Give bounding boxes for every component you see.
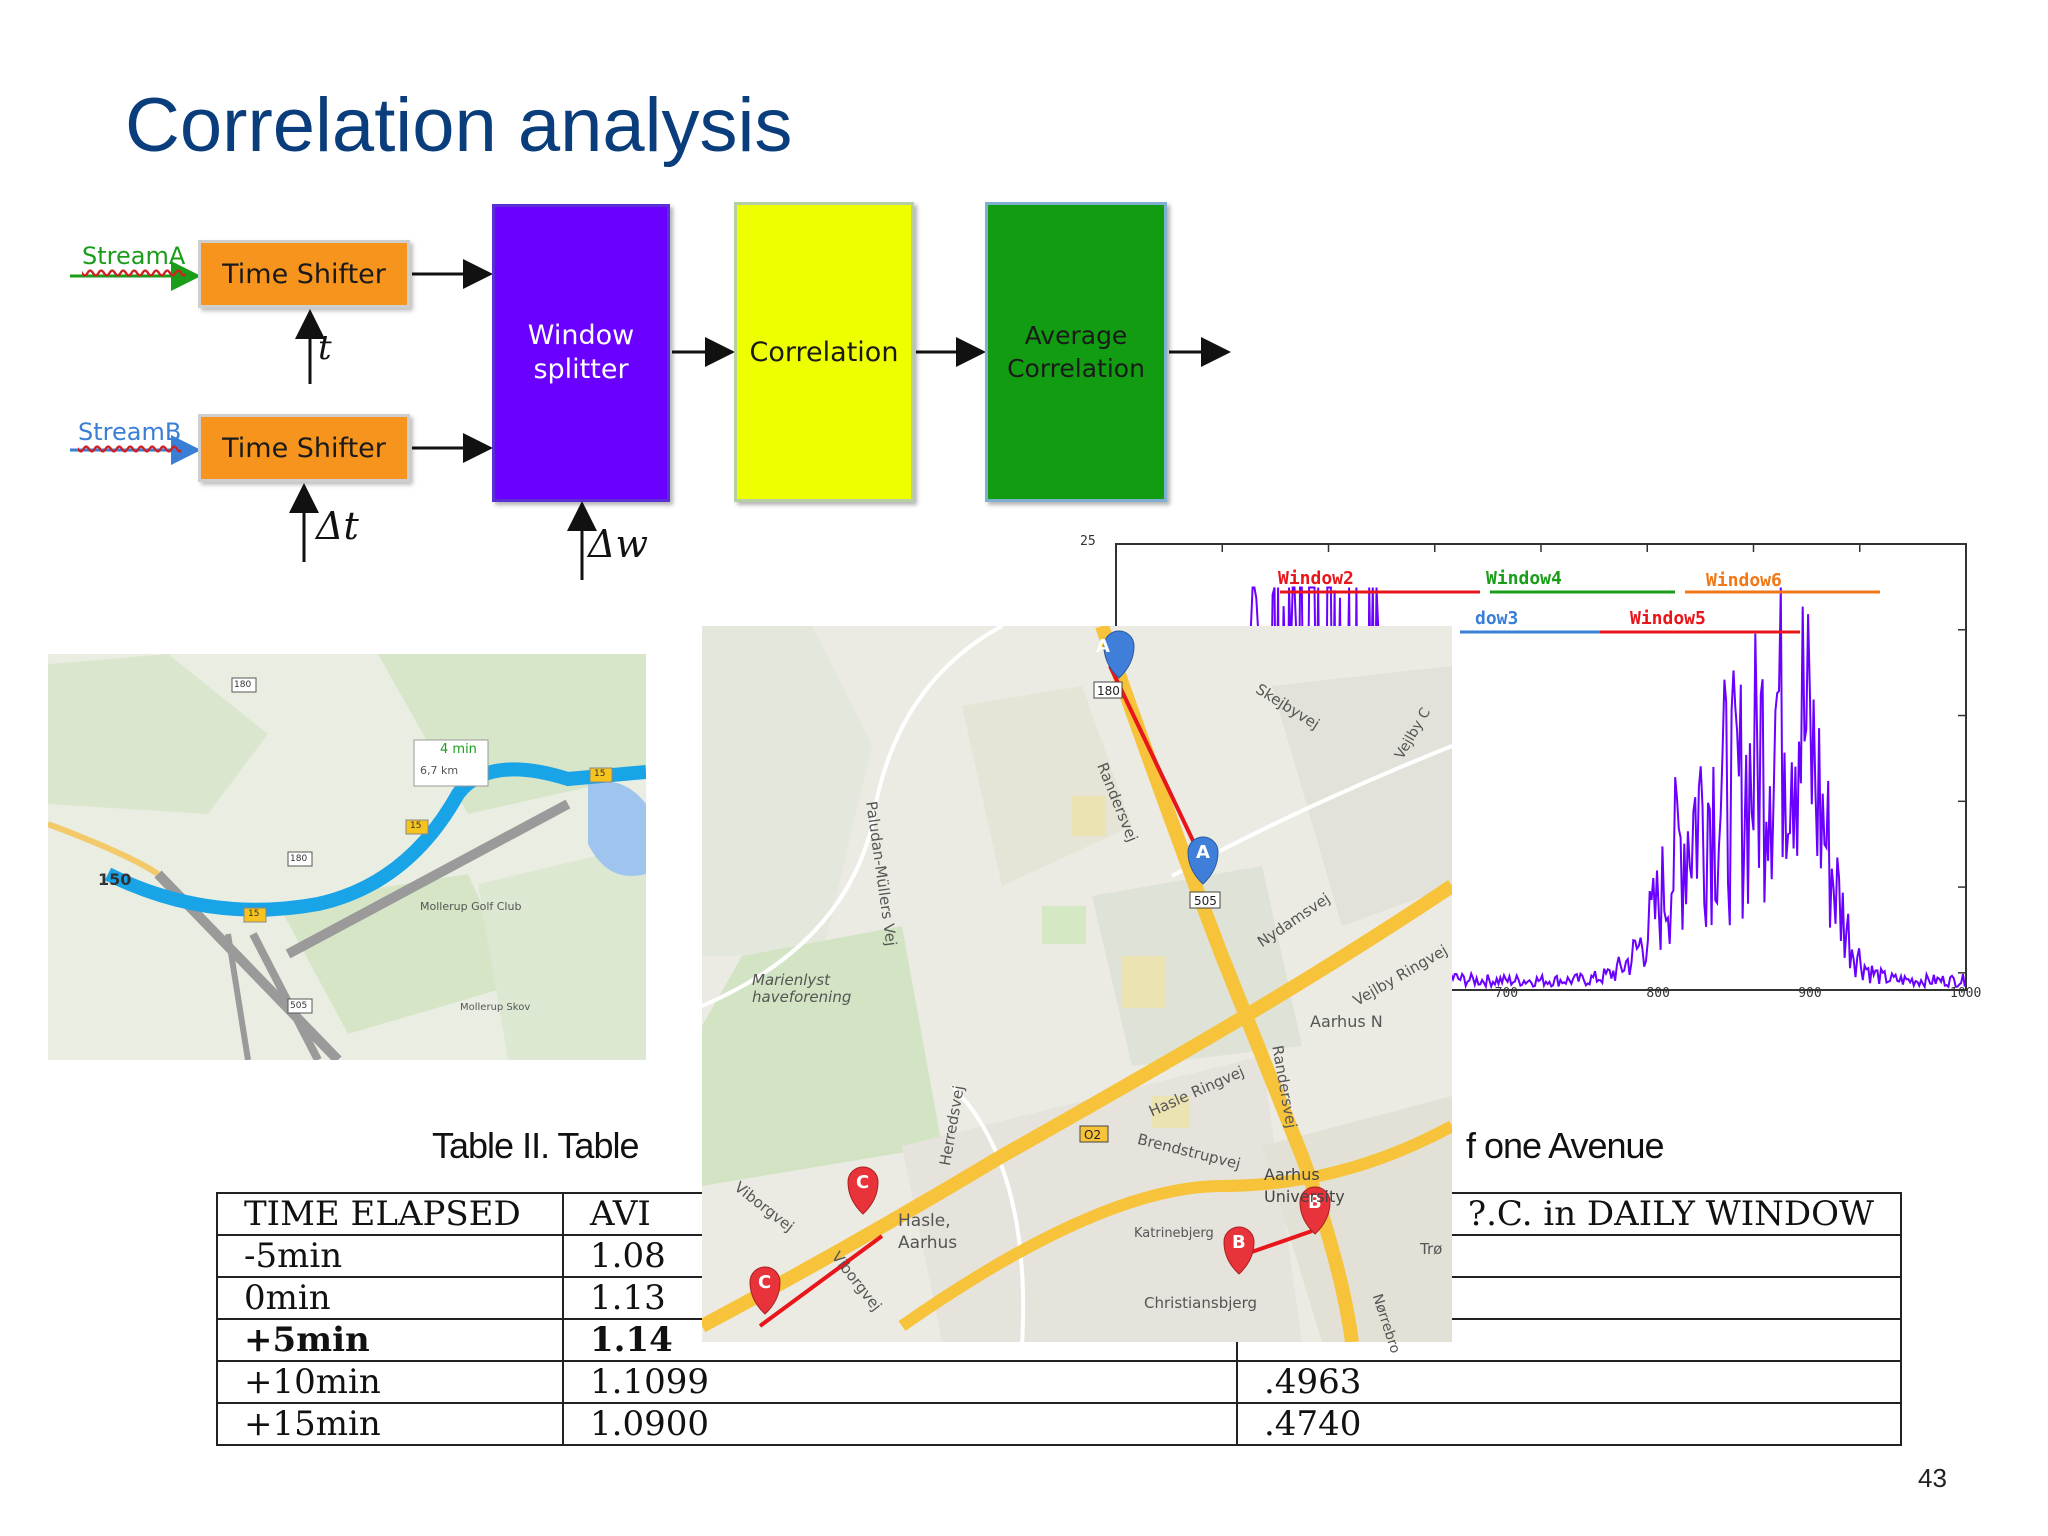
row-4-avg: 1.0900 <box>562 1402 1238 1446</box>
area-tro: Trø <box>1420 1240 1443 1258</box>
time-shifter-b: Time Shifter <box>198 414 410 482</box>
row-3-pc: .4963 <box>1236 1360 1902 1404</box>
map-small-route-dist: 6,7 km <box>420 764 459 777</box>
diagram-arrows <box>70 259 1231 580</box>
row-3-avg: 1.1099 <box>562 1360 1238 1404</box>
row-4-pc: .4740 <box>1236 1402 1902 1446</box>
row-3-time: +10min <box>216 1360 564 1404</box>
param-delta-t-label: Δt <box>316 504 359 548</box>
pin-b-left-letter: B <box>1232 1232 1246 1253</box>
map-small-marker-180b: 180 <box>290 854 308 864</box>
area-aarhus-university: Aarhus University <box>1264 1165 1345 1206</box>
legend-window6: Window6 <box>1706 570 1782 591</box>
road-badge-505: 505 <box>1194 894 1217 908</box>
average-correlation-block: Average Correlation <box>985 202 1167 502</box>
pin-b-left <box>1223 1226 1255 1275</box>
area-katrinebjerg: Katrinebjerg <box>1134 1226 1214 1241</box>
pin-c-bottom-letter: C <box>758 1272 772 1293</box>
area-christiansbjerg: Christiansbjerg <box>1144 1294 1258 1312</box>
table-caption-end: f one Avenue <box>1466 1125 1665 1166</box>
table-caption-start: Table II. Table <box>432 1125 639 1166</box>
chart-x-tick-800: 800 <box>1646 986 1670 1001</box>
pin-a-top-letter: A <box>1096 636 1110 657</box>
row-1-time: 0min <box>216 1276 564 1320</box>
pin-c-left <box>847 1166 879 1215</box>
map-small-golf-club: Mollerup Golf Club <box>420 900 522 913</box>
chart-x-tick-1000: 1000 <box>1950 986 1982 1001</box>
pin-b-right-letter: B <box>1308 1192 1322 1213</box>
table-row: +10min 1.1099 .4963 <box>216 1360 1902 1404</box>
map-small-badge-15c: 15 <box>594 769 606 779</box>
pin-a-mid-letter: A <box>1196 842 1210 863</box>
map-small-label-150: 150 <box>98 870 132 889</box>
area-aarhus-n: Aarhus N <box>1310 1012 1383 1031</box>
pin-c-bottom <box>749 1266 781 1315</box>
area-hasle: Hasle, Aarhus <box>898 1211 958 1253</box>
param-t-label: t <box>318 328 332 368</box>
map-small-badge-15b: 15 <box>410 821 422 831</box>
time-shifter-a: Time Shifter <box>198 240 410 308</box>
stream-b-label: StreamB <box>78 418 182 446</box>
page-number: 43 <box>1918 1463 1947 1493</box>
header-time-elapsed: TIME ELAPSED <box>216 1192 564 1236</box>
road-badge-o2: O2 <box>1084 1128 1102 1142</box>
legend-window3: dow3 <box>1475 608 1519 629</box>
correlation-block: Correlation <box>734 202 914 502</box>
map-small-marker-180a: 180 <box>234 680 252 690</box>
param-delta-w-label: Δw <box>588 522 648 566</box>
area-marienlyst: Marienlyst haveforening <box>752 971 852 1006</box>
legend-window5: Window5 <box>1630 608 1706 629</box>
route-map-small <box>48 654 646 1060</box>
route-map-large <box>702 626 1452 1342</box>
row-2-time: +5min <box>216 1318 564 1362</box>
legend-window4: Window4 <box>1486 568 1562 589</box>
window-splitter-block: Window splitter <box>492 204 670 502</box>
chart-y-max-label: 25 <box>1080 534 1096 549</box>
chart-x-tick-700: 700 <box>1494 986 1519 1001</box>
map-small-skov: Mollerup Skov <box>460 1002 531 1013</box>
map-small-marker-505: 505 <box>290 1001 308 1011</box>
pin-a-mid <box>1187 836 1219 885</box>
road-badge-180: 180 <box>1097 684 1120 698</box>
table-row: +15min 1.0900 .4740 <box>216 1402 1902 1446</box>
slide-title: Correlation analysis <box>125 83 793 168</box>
map-small-badge-15a: 15 <box>248 909 260 919</box>
pin-b-right <box>1299 1186 1331 1235</box>
chart-series-line <box>1115 586 1966 990</box>
chart-x-tick-900: 900 <box>1798 986 1822 1001</box>
stream-a-label: StreamA <box>82 242 186 270</box>
row-4-time: +15min <box>216 1402 564 1446</box>
pin-a-top <box>1103 630 1135 679</box>
map-small-route-time: 4 min <box>440 742 477 757</box>
legend-window2: Window2 <box>1278 568 1354 589</box>
row-0-time: -5min <box>216 1234 564 1278</box>
pin-c-left-letter: C <box>856 1172 870 1193</box>
